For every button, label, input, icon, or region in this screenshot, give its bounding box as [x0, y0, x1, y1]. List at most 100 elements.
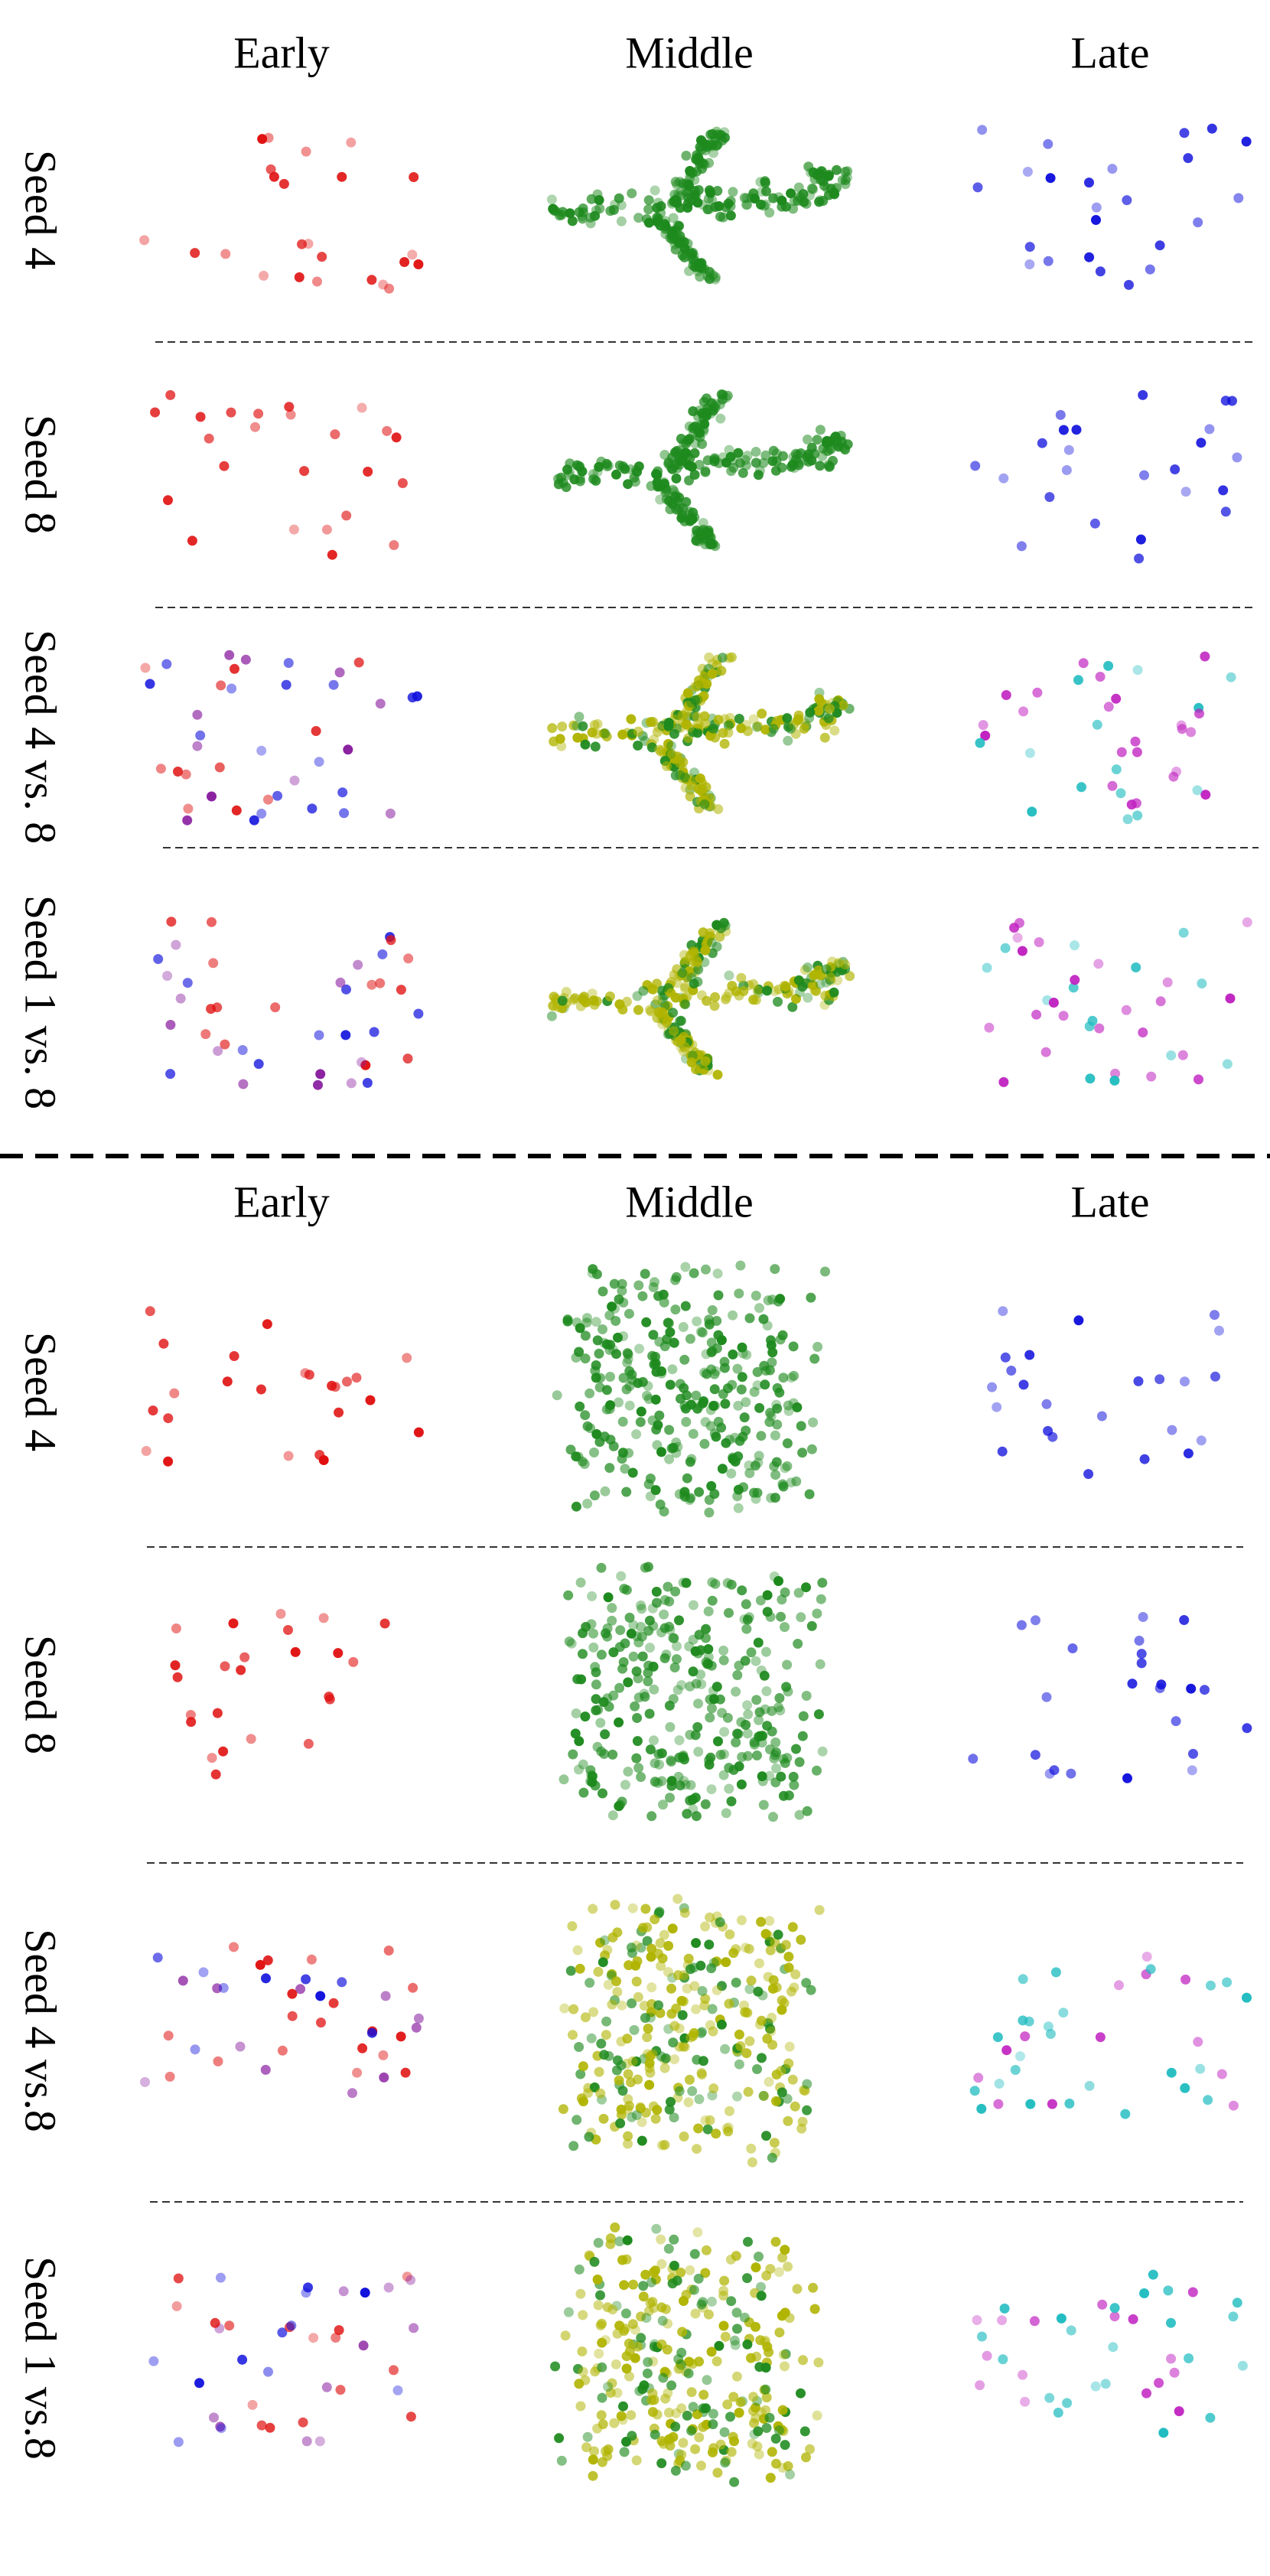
- point: [751, 1695, 762, 1705]
- point: [1193, 2037, 1203, 2047]
- point: [762, 1721, 773, 1731]
- point: [627, 2319, 638, 2330]
- point: [699, 957, 710, 968]
- point: [253, 409, 264, 419]
- point: [643, 2306, 654, 2317]
- point: [321, 524, 332, 535]
- point: [1148, 2269, 1158, 2280]
- point: [708, 539, 718, 549]
- point: [591, 1694, 601, 1705]
- point: [684, 2356, 695, 2367]
- point: [803, 962, 813, 972]
- point: [812, 1341, 823, 1352]
- point: [1001, 2045, 1012, 2056]
- point: [770, 1430, 780, 1441]
- point: [754, 1402, 765, 1413]
- point: [675, 1379, 685, 1389]
- point: [590, 741, 601, 752]
- point: [236, 1665, 246, 1676]
- point: [285, 409, 296, 420]
- point: [1179, 128, 1190, 138]
- point: [734, 1435, 745, 1446]
- point: [556, 210, 567, 220]
- point: [594, 2066, 604, 2077]
- point: [602, 2451, 613, 2461]
- point: [1242, 1723, 1252, 1734]
- point: [786, 1373, 796, 1383]
- point: [1139, 2288, 1150, 2298]
- point: [649, 1735, 659, 1746]
- point: [663, 1318, 674, 1328]
- point: [731, 2371, 742, 2382]
- point: [672, 1641, 682, 1652]
- point: [706, 1660, 717, 1671]
- point: [601, 1385, 612, 1395]
- point: [412, 691, 422, 702]
- point: [670, 2421, 681, 2432]
- point: [709, 1384, 720, 1395]
- point: [596, 1562, 607, 1573]
- point: [600, 1486, 611, 1496]
- point: [753, 470, 764, 480]
- point: [378, 279, 389, 290]
- point: [725, 201, 736, 211]
- point: [574, 1347, 585, 1357]
- point: [558, 1774, 569, 1785]
- point: [663, 2243, 674, 2254]
- point: [674, 2086, 685, 2096]
- point: [1132, 747, 1142, 757]
- point: [334, 2325, 344, 2336]
- point: [224, 650, 235, 660]
- point: [654, 744, 665, 755]
- point: [704, 1939, 715, 1950]
- point: [237, 2354, 248, 2365]
- point: [1024, 259, 1035, 269]
- point: [611, 1316, 621, 1326]
- point: [681, 2289, 692, 2300]
- point: [709, 1428, 720, 1439]
- point: [742, 2008, 753, 2018]
- point: [183, 803, 194, 814]
- point: [788, 1771, 799, 1782]
- point: [591, 1429, 602, 1439]
- point: [789, 1370, 799, 1381]
- point: [692, 266, 703, 277]
- point: [702, 936, 713, 947]
- point: [681, 178, 692, 189]
- point: [1045, 2029, 1056, 2039]
- point: [746, 2143, 757, 2154]
- point: [706, 2296, 717, 2307]
- point: [633, 1692, 644, 1703]
- point: [693, 964, 704, 975]
- point: [647, 2407, 658, 2418]
- point: [703, 1644, 714, 1654]
- point: [704, 1317, 715, 1328]
- point: [182, 978, 193, 988]
- point: [171, 2301, 182, 2311]
- point: [840, 445, 851, 455]
- point: [806, 1620, 817, 1631]
- point: [1027, 806, 1037, 817]
- point: [722, 1578, 733, 1588]
- point: [663, 1940, 674, 1951]
- point: [405, 2412, 416, 2422]
- point: [656, 2458, 667, 2469]
- point: [679, 1401, 690, 1412]
- point: [1048, 998, 1059, 1008]
- point: [334, 667, 345, 678]
- point: [1061, 465, 1072, 475]
- point: [1139, 470, 1149, 480]
- point: [594, 2348, 604, 2359]
- point: [575, 2288, 586, 2299]
- point: [685, 1780, 696, 1790]
- point: [299, 466, 310, 477]
- point: [690, 421, 701, 432]
- point: [750, 1461, 760, 1471]
- point: [152, 1952, 163, 1963]
- point: [757, 1771, 767, 1782]
- point: [812, 435, 822, 445]
- point: [607, 1301, 617, 1312]
- point: [659, 1297, 669, 1308]
- point: [617, 2000, 627, 2011]
- point: [721, 1438, 731, 1448]
